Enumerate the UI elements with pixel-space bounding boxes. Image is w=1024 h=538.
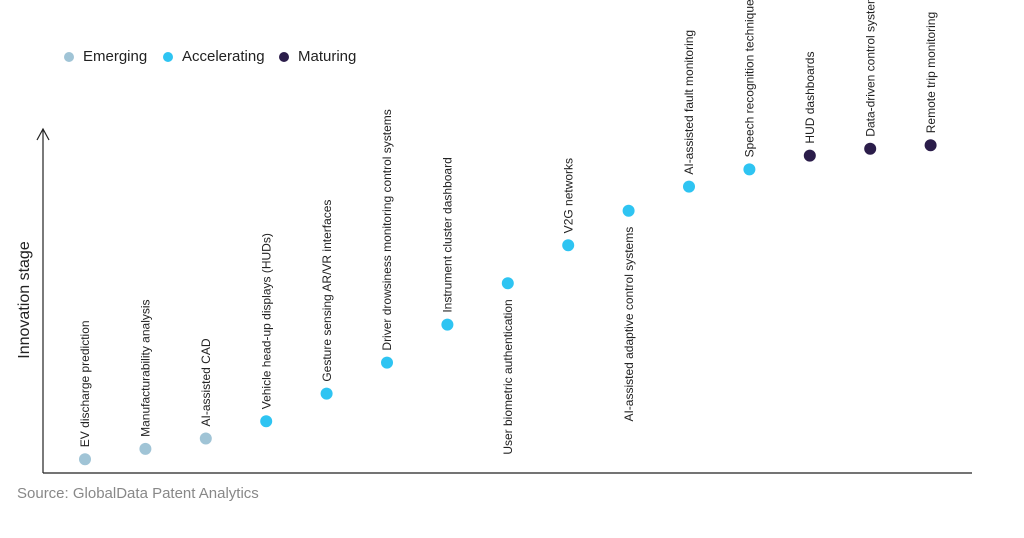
point-label: Instrument cluster dashboard xyxy=(441,157,455,312)
point-label: Gesture sensing AR/VR interfaces xyxy=(320,200,334,382)
legend-label: Accelerating xyxy=(182,48,265,65)
point-label: AI-assisted fault monitoring xyxy=(682,30,696,175)
point xyxy=(924,139,937,152)
point xyxy=(562,239,575,252)
point xyxy=(79,453,91,466)
point xyxy=(743,163,756,176)
point-label: AI-assisted CAD xyxy=(199,338,213,426)
point-label: V2G networks xyxy=(561,158,575,233)
source: Source: GlobalData Patent Analytics xyxy=(17,485,259,502)
point xyxy=(381,356,393,369)
point xyxy=(139,442,152,455)
legend-marker xyxy=(163,52,173,62)
legend-marker xyxy=(279,52,289,62)
point-label: Speech recognition techniques xyxy=(743,0,757,157)
point-label: Manufacturability analysis xyxy=(139,299,153,436)
point xyxy=(803,149,816,162)
point xyxy=(320,387,333,400)
legend-label: Maturing xyxy=(298,48,356,65)
y-axis-arrow xyxy=(36,127,50,141)
point xyxy=(683,180,695,193)
y-axis-title: Innovation stage xyxy=(16,241,33,359)
point-label: Remote trip monitoring xyxy=(924,12,938,133)
point-label: HUD dashboards xyxy=(803,52,817,144)
point-label: Data-driven control systems xyxy=(863,0,877,137)
point-label: Driver drowsiness monitoring control sys… xyxy=(380,109,394,350)
point xyxy=(441,318,454,331)
point xyxy=(622,204,635,217)
point xyxy=(199,432,212,445)
point-label: User biometric authentication xyxy=(501,299,515,454)
legend-label: Emerging xyxy=(83,48,147,65)
point-label: Vehicle head-up displays (HUDs) xyxy=(259,233,273,409)
point xyxy=(501,277,514,290)
legend-marker xyxy=(64,52,74,62)
point-label: AI-assisted adaptive control systems xyxy=(622,227,636,422)
point xyxy=(260,415,273,428)
point-label: EV discharge prediction xyxy=(78,320,92,447)
point xyxy=(864,142,877,155)
